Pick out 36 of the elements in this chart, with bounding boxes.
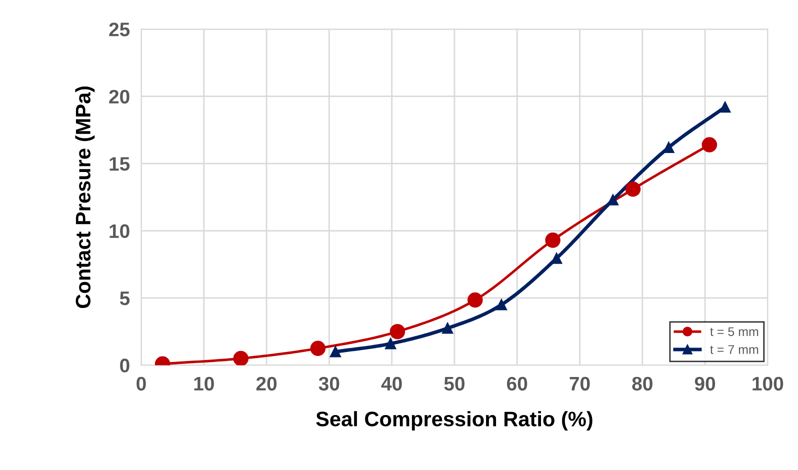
point — [702, 137, 718, 152]
y-axis-title: Contact Presure (MPa) — [75, 86, 95, 308]
y-tick-label: 15 — [110, 157, 130, 171]
point — [442, 322, 454, 334]
x-tick-label: 70 — [570, 376, 590, 391]
point — [467, 292, 483, 308]
x-tick-label: 0 — [136, 376, 146, 391]
point — [233, 350, 248, 366]
x-tick-label: 10 — [194, 376, 214, 391]
y-tick-label: 10 — [110, 224, 130, 238]
x-tick-label: 40 — [381, 376, 402, 391]
x-tick-label: 20 — [256, 376, 277, 391]
x-tick-label: 50 — [444, 376, 464, 391]
x-axis-title: Seal Compression Ratio (%) — [316, 411, 592, 431]
x-tick-label: 100 — [752, 376, 784, 391]
point — [625, 181, 641, 197]
y-tick-label: 0 — [120, 358, 130, 372]
x-tick-label: 80 — [632, 376, 652, 391]
point — [607, 194, 619, 206]
point — [390, 324, 406, 340]
point — [720, 102, 731, 113]
point — [330, 346, 341, 358]
point — [545, 232, 560, 248]
point — [496, 299, 507, 310]
x-tick-label: 60 — [507, 376, 528, 391]
x-tick-label: 30 — [318, 376, 340, 391]
point — [663, 142, 674, 153]
x-tick-label: 90 — [694, 376, 716, 391]
legend-label: t = 5 mm — [710, 327, 758, 336]
legend-label: t = 7 mm — [710, 345, 758, 354]
y-tick-label: 20 — [109, 90, 130, 104]
y-tick-label: 5 — [120, 292, 130, 306]
point — [551, 252, 562, 264]
point — [310, 340, 326, 356]
point — [385, 338, 396, 350]
y-tick-label: 25 — [109, 22, 130, 36]
